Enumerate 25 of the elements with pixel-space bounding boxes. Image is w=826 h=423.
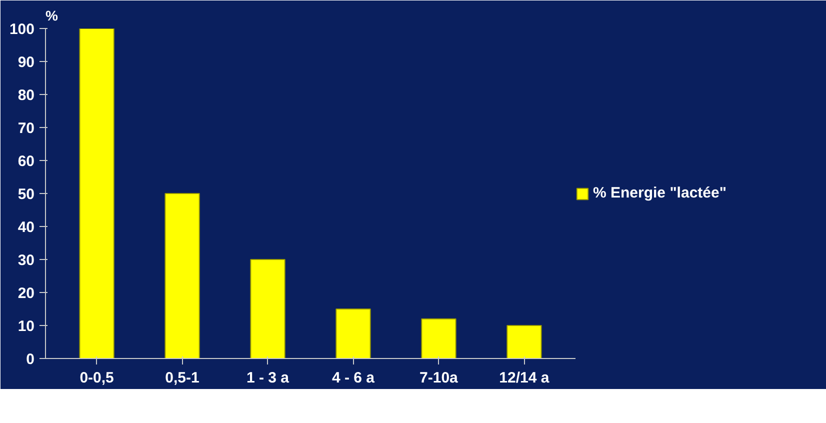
legend-label: % Energie "lactée" <box>593 184 726 202</box>
y-tick-label: 30 <box>18 252 35 269</box>
y-tick-label: 40 <box>18 219 35 236</box>
bar <box>421 318 456 358</box>
bar <box>336 308 371 358</box>
bar <box>164 193 200 358</box>
y-tick-label: 0 <box>26 351 34 368</box>
bar <box>250 259 286 358</box>
x-tick-label: 7-10a <box>420 370 459 386</box>
x-tick-label: 4 - 6 a <box>332 370 376 386</box>
x-tick-label: 12/14 a <box>499 370 550 386</box>
x-tick-label: 0,5-1 <box>165 370 200 386</box>
y-tick-label: 50 <box>18 186 35 203</box>
y-tick-label: 10 <box>18 318 35 335</box>
y-tick-label: 90 <box>18 54 35 71</box>
x-tick-label: 0-0,5 <box>80 370 114 386</box>
y-tick-label: 60 <box>18 153 35 170</box>
bar <box>79 28 114 358</box>
y-tick-label: 80 <box>18 87 35 104</box>
bar <box>506 325 542 358</box>
x-tick-label: 1 - 3 a <box>246 370 290 386</box>
y-tick-label: 100 <box>9 21 35 38</box>
y-tick-label: 70 <box>18 120 35 137</box>
y-axis-title: % <box>46 8 58 24</box>
y-tick-label: 20 <box>18 285 35 302</box>
